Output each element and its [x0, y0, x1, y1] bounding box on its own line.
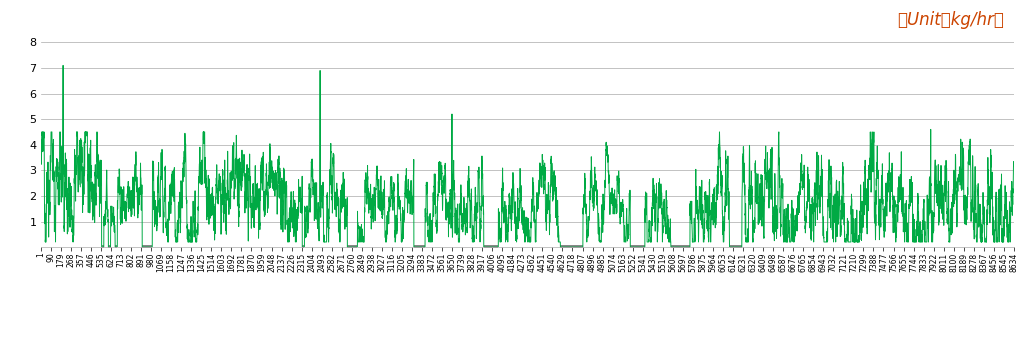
Text: （Unit：kg/hr）: （Unit：kg/hr）	[897, 11, 1004, 29]
